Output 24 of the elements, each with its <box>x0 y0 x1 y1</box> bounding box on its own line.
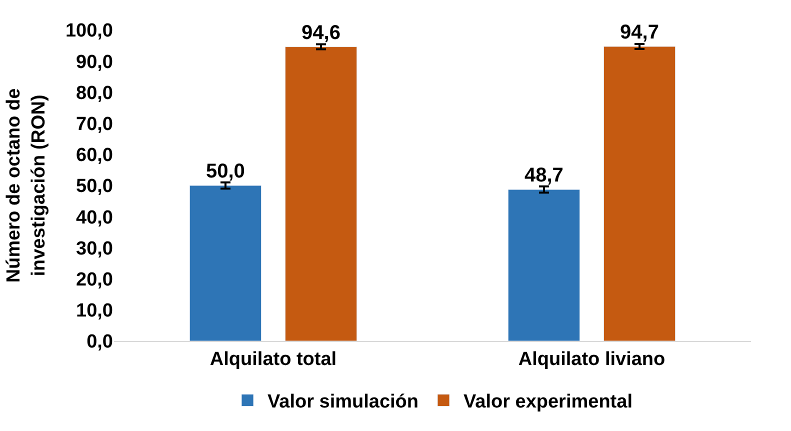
bar <box>189 185 262 341</box>
y-tick-label: 30,0 <box>76 238 113 260</box>
data-label: 94,7 <box>620 21 659 44</box>
y-tick-label: 70,0 <box>76 114 113 135</box>
y-axis-title: Número de octano de investigación (RON) <box>4 88 50 283</box>
y-tick-label: 40,0 <box>76 207 113 228</box>
y-tick-label: 50,0 <box>76 176 113 198</box>
data-label: 94,6 <box>302 22 340 44</box>
y-tick-label: 60,0 <box>76 145 113 166</box>
y-tick-label: 100,0 <box>65 20 113 42</box>
legend-label: Valor simulación <box>268 392 418 413</box>
y-tick-label: 0,0 <box>86 332 113 353</box>
data-label: 50,0 <box>206 160 245 182</box>
x-tick-label: Alquilato liviano <box>518 348 666 370</box>
y-tick-label: 80,0 <box>76 82 113 104</box>
y-tick-label: 10,0 <box>76 300 113 322</box>
bar <box>284 46 358 341</box>
x-tick-label: Alquilato total <box>210 348 337 370</box>
data-label: 48,7 <box>524 164 564 187</box>
bar <box>508 189 580 341</box>
legend-label: Valor experimental <box>464 392 632 413</box>
y-tick-label: 20,0 <box>76 269 113 290</box>
bar <box>603 46 676 341</box>
y-tick-label: 90,0 <box>76 52 113 73</box>
